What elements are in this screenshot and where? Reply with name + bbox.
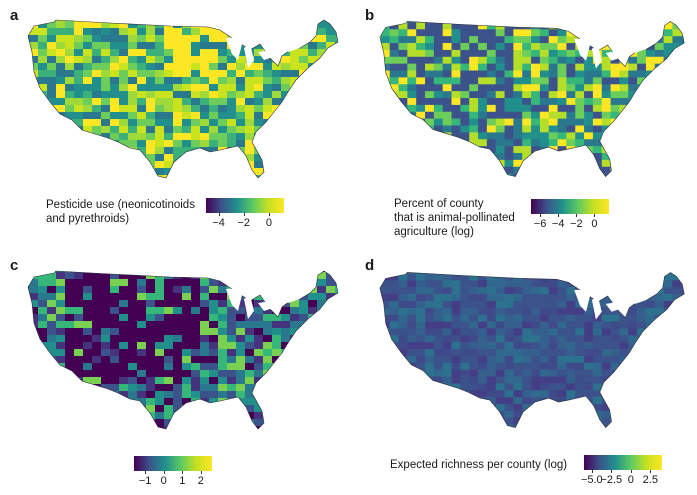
colorbar-tick-label: 0 (627, 474, 634, 486)
county-cells (28, 271, 338, 429)
colorbar-tick-label: 2.5 (642, 474, 658, 486)
colorbar-tick-label: −4 (551, 218, 565, 230)
panel-a: a Pesticide use (neonicotinoids and pyret… (0, 0, 348, 248)
colorbar-tick-mark (558, 214, 560, 217)
legend-title-line: Percent of county (394, 198, 484, 210)
us-county-map (379, 272, 685, 429)
panel-label: d (365, 257, 375, 274)
colorbar-tick-label: 2 (197, 475, 204, 487)
us-county-map (27, 270, 339, 430)
great-lakes (226, 288, 300, 319)
legend-title-line: agriculture (log) (394, 226, 474, 238)
panel-label: a (10, 7, 19, 24)
legend-title: Expected richness per county (log) (390, 458, 567, 472)
panel-b: b Percent of county that is animal-pollin… (348, 0, 697, 248)
great-lakes (226, 37, 300, 68)
county-cells (379, 21, 685, 177)
colorbar-tick-mark (200, 471, 202, 474)
us-county-map (379, 21, 685, 178)
colorbar-tick-mark (163, 471, 165, 474)
colorbar-tick-label: −2.5 (600, 474, 623, 486)
colorbar-tick-mark (611, 470, 613, 473)
colorbar: −1 0 1 2 (134, 456, 212, 487)
county-cells (379, 272, 685, 428)
great-lakes (574, 38, 647, 69)
panel-d: d Expected richness per county (log) −5.… (348, 248, 697, 495)
colorbar-tick-mark (182, 471, 184, 474)
colorbar-tick-mark (576, 214, 578, 217)
great-lakes (574, 289, 647, 320)
colorbar-tick-label: 0 (591, 218, 598, 230)
colorbar-tick-mark (540, 214, 542, 217)
panel-label: c (10, 257, 19, 274)
colorbar: −5.0 −2.5 0 2.5 (581, 455, 662, 486)
colorbar-tick-mark (268, 213, 270, 216)
colorbar-tick-mark (243, 213, 245, 216)
colorbar-tick-label: −5.0 (580, 474, 603, 486)
colorbar-tick-label: −1 (138, 475, 152, 487)
panel-label: b (365, 7, 375, 24)
colorbar-tick-mark (630, 470, 632, 473)
colorbar-tick-mark (145, 471, 147, 474)
colorbar-tick-mark (650, 470, 652, 473)
colorbar-tick-label: −6 (533, 218, 547, 230)
colorbar-tick-mark (218, 213, 220, 216)
colorbar-tick-label: −2 (570, 218, 583, 230)
colorbar-tick-label: 1 (179, 475, 186, 487)
legend-title-line: and pyrethroids) (46, 213, 130, 225)
colorbar-tick-label: −2 (237, 217, 251, 229)
county-cells (28, 20, 338, 178)
colorbar: −6 −4 −2 0 (531, 199, 609, 230)
panel-c: c −1 0 1 2 (0, 248, 348, 495)
legend-title-line: Pesticide use (neonicotinoids (46, 199, 195, 211)
legend-title-line: that is animal-pollinated (394, 212, 515, 224)
colorbar-tick-label: 0 (160, 475, 167, 487)
legend-title: Percent of county that is animal-pollinat… (394, 197, 515, 239)
colorbar-tick-label: 0 (265, 217, 272, 229)
legend-title: Pesticide use (neonicotinoids and pyrethr… (46, 198, 195, 226)
us-county-map (27, 19, 339, 179)
colorbar-tick-mark (591, 470, 593, 473)
colorbar: −4 −2 0 (206, 198, 284, 229)
colorbar-tick-label: −4 (212, 217, 225, 229)
colorbar-tick-mark (594, 214, 596, 217)
legend-title-line: Expected richness per county (log) (390, 459, 568, 471)
